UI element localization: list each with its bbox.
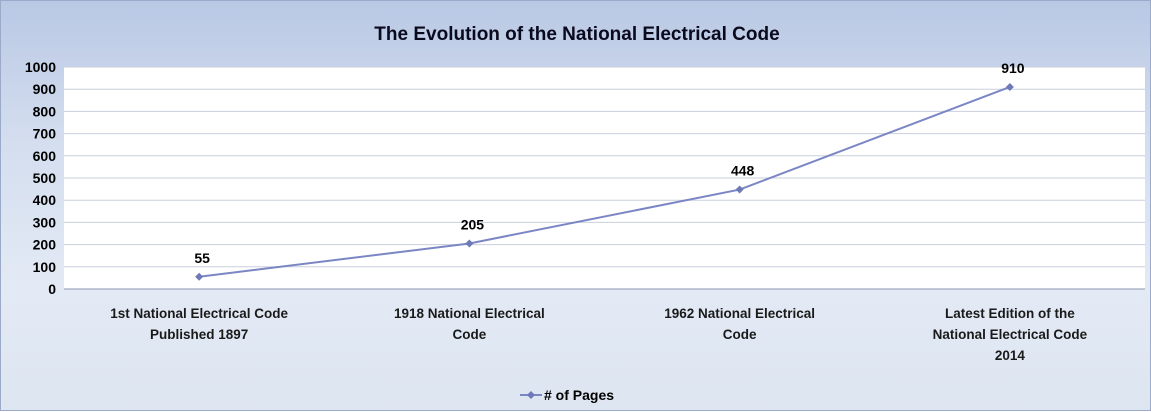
x-tick-label-line: 1st National Electrical Code bbox=[110, 306, 288, 321]
y-tick-label: 300 bbox=[33, 214, 57, 230]
data-point-marker bbox=[735, 185, 744, 194]
y-tick-label: 700 bbox=[33, 126, 57, 142]
y-tick-label: 100 bbox=[33, 259, 57, 275]
series-layer bbox=[195, 82, 1014, 281]
y-tick-label: 900 bbox=[33, 81, 57, 97]
x-tick-label-line: Code bbox=[723, 327, 757, 342]
x-tick-label-line: Latest Edition of the bbox=[945, 306, 1075, 321]
y-tick-label: 400 bbox=[33, 192, 57, 208]
data-point-marker bbox=[465, 239, 474, 248]
y-tick-label: 800 bbox=[33, 103, 57, 119]
data-label: 910 bbox=[1001, 60, 1025, 76]
data-point-marker bbox=[1005, 82, 1014, 91]
x-tick-label-line: Code bbox=[453, 327, 487, 342]
legend-label: # of Pages bbox=[544, 387, 614, 403]
x-tick-label: 1962 National Electrical Code bbox=[664, 306, 815, 342]
data-labels: 55 205 448 910 bbox=[194, 60, 1024, 266]
legend-marker bbox=[527, 391, 535, 399]
x-tick-label: 1st National Electrical Code Published 18… bbox=[110, 306, 288, 342]
x-tick-label-line: 1962 National Electrical bbox=[664, 306, 815, 321]
x-tick-label-line: 1918 National Electrical bbox=[394, 306, 545, 321]
y-axis: 0 100 200 300 400 500 600 700 800 900 1000 bbox=[25, 59, 56, 297]
y-tick-label: 200 bbox=[33, 237, 57, 253]
x-axis: 1st National Electrical Code Published 18… bbox=[110, 306, 1087, 363]
y-tick-label: 1000 bbox=[25, 59, 56, 75]
grid-layer bbox=[64, 66, 1145, 290]
data-label: 448 bbox=[731, 163, 755, 179]
x-tick-label-line: National Electrical Code bbox=[933, 327, 1088, 342]
data-point-marker bbox=[195, 272, 204, 281]
y-tick-label: 500 bbox=[33, 170, 57, 186]
x-tick-label: Latest Edition of the National Electrical… bbox=[933, 306, 1088, 363]
x-tick-label-line: Published 1897 bbox=[150, 327, 248, 342]
y-tick-label: 600 bbox=[33, 148, 57, 164]
data-label: 205 bbox=[461, 216, 485, 232]
x-tick-label-line: 2014 bbox=[995, 348, 1026, 363]
data-label: 55 bbox=[194, 250, 210, 266]
chart-title: The Evolution of the National Electrical… bbox=[374, 24, 779, 45]
x-tick-label: 1918 National Electrical Code bbox=[394, 306, 545, 342]
y-tick-label: 0 bbox=[48, 281, 56, 297]
legend: # of Pages bbox=[520, 387, 614, 403]
series-line bbox=[199, 86, 1011, 278]
